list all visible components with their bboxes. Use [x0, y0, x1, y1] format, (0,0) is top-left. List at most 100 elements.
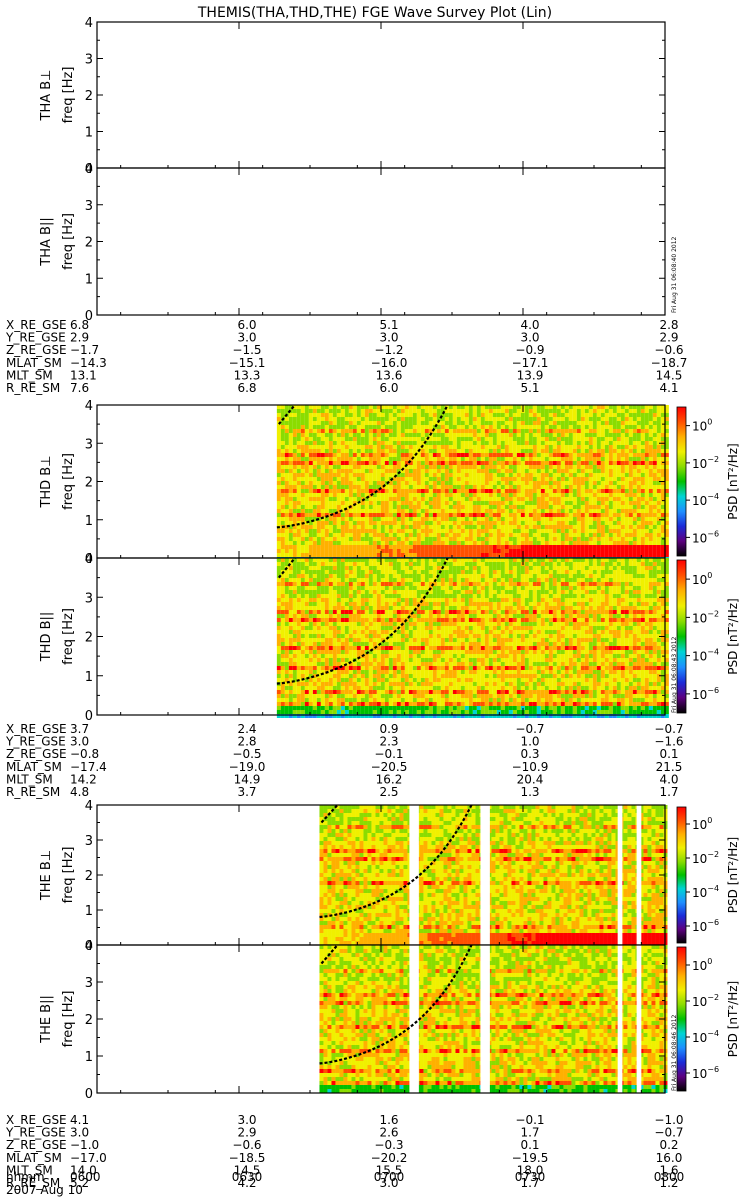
y-tick-label: 0: [85, 162, 93, 177]
ephem-value: 6.0: [237, 318, 256, 332]
y-tick-label: 3: [85, 199, 93, 214]
ephem-value: 2.8: [237, 735, 256, 749]
gyrofrequency-curve: [276, 404, 449, 529]
ephem-value: 4.0: [659, 772, 678, 786]
ephem-value: −19.0: [229, 760, 266, 774]
y-tick-label: 1: [85, 1050, 93, 1065]
colorbar-tick-label: 100: [692, 816, 712, 832]
colorbar-tick-label: 10−6: [692, 686, 719, 702]
y-tick-label: 0: [85, 1087, 93, 1102]
ephem-row-name: MLAT_SM: [6, 1151, 62, 1165]
ephem-value: 4.0: [520, 318, 539, 332]
y-tick-label: 0: [85, 552, 93, 567]
ephem-value: −0.1: [374, 747, 403, 761]
spectrogram-panel-the-5: 100 10−2 10−4 10−6 PSD [nT²/Hz] 0 1 2 3 4 THE B|| f…: [39, 939, 740, 1102]
ephem-value: −1.2: [374, 343, 403, 357]
ephem-value: −1.5: [232, 343, 261, 357]
spectrogram-panel-thd-2: 100 10−2 10−4 10−6 PSD [nT²/Hz] 0 1 2 3 4 THD B⊥ fr…: [39, 399, 740, 567]
ephem-value: −14.3: [70, 356, 107, 370]
time-axis-labels: hhmm 2007 Aug 10 0600 0630 0700 0730 0800: [6, 1170, 684, 1197]
colorbar: 100 10−2 10−4 10−6 PSD [nT²/Hz]: [676, 806, 740, 944]
generation-stamp: Fri Aug 31 06:08:46 2012: [671, 1014, 678, 1091]
freq-axis-label: freq [Hz]: [61, 453, 76, 510]
colorbar-tick-label: 100: [692, 571, 712, 587]
y-tick-label: 4: [85, 399, 93, 414]
gyrofrequency-curve: [276, 557, 449, 685]
ephem-value: 2.5: [379, 785, 398, 799]
colorbar-tick-label: 100: [692, 957, 712, 973]
ephem-value: −18.7: [651, 356, 688, 370]
spectrogram-cells: [319, 805, 668, 945]
hhmm-label: hhmm: [6, 1170, 45, 1184]
freq-axis-label: freq [Hz]: [61, 213, 76, 270]
ephem-value: 3.0: [70, 735, 89, 749]
y-tick-label: 3: [85, 834, 93, 849]
y-tick-label: 3: [85, 591, 93, 606]
freq-axis-label: freq [Hz]: [61, 847, 76, 904]
gyrofrequency-curve: [319, 804, 473, 919]
x-tick-label: 0800: [654, 1170, 685, 1184]
ephem-value: 2.9: [70, 331, 89, 345]
ephem-value: 14.2: [70, 772, 97, 786]
ephem-value: 0.3: [520, 747, 539, 761]
data-gap: [409, 945, 419, 1093]
gyrofrequency-curve: [319, 944, 473, 1065]
ephem-value: 5.1: [520, 381, 539, 395]
y-tick-label: 1: [85, 514, 93, 529]
y-tick-label: 3: [85, 53, 93, 68]
ephem-value: 2.9: [237, 1126, 256, 1140]
ephem-value: 1.6: [379, 1113, 398, 1127]
ephem-value: 4.8: [70, 785, 89, 799]
colorbar-tick-label: 10−6: [692, 1065, 719, 1081]
ephem-value: 1.0: [520, 735, 539, 749]
ephem-value: 6.0: [379, 381, 398, 395]
ephem-value: 5.2: [70, 1176, 89, 1190]
ephem-row-name: MLAT_SM: [6, 356, 62, 370]
y-tick-label: 0: [85, 939, 93, 954]
colorbar-tick-label: 10−4: [692, 648, 719, 664]
panel-label: THD B⊥: [39, 455, 54, 508]
harmonic-curve: [320, 804, 339, 824]
ephem-value: 3.0: [70, 1126, 89, 1140]
spectrogram-panel-thd-3: 100 10−2 10−4 10−6 PSD [nT²/Hz] 0 1 2 3 4 THD B|| f…: [39, 552, 740, 724]
x-tick-label: 0600: [70, 1170, 101, 1184]
ephem-value: 2.3: [379, 735, 398, 749]
y-tick-label: 2: [85, 1013, 93, 1028]
panel-label: THE B||: [39, 995, 54, 1044]
colorbar-tick-label: 10−6: [692, 918, 719, 934]
data-gap: [617, 945, 623, 1093]
panel-label: THD B||: [39, 612, 54, 663]
ephem-row-name: MLT_SM: [6, 368, 53, 382]
ephem-value: 1.7: [659, 785, 678, 799]
harmonic-curve: [320, 944, 339, 965]
colorbar-tick-label: 10−2: [692, 609, 719, 625]
ephem-value: −16.0: [371, 356, 408, 370]
ephem-value: 16.2: [376, 772, 403, 786]
harmonic-curve: [278, 404, 296, 425]
ephem-value: −0.3: [374, 1138, 403, 1152]
date-label: 2007 Aug 10: [6, 1183, 83, 1197]
y-tick-label: 1: [85, 904, 93, 919]
ephem-value: −1.7: [70, 343, 99, 357]
ephem-row-name: Y_RE_GSE: [5, 331, 66, 345]
panel-label: THA B||: [39, 217, 54, 266]
ephem-value: 5.1: [379, 318, 398, 332]
ephem-value: −17.4: [70, 760, 107, 774]
spectrogram-panels: 0 1 2 3 4 THA B⊥ freq [Hz] 0 1 2 3 4 THA B|| freq [Hz…: [39, 16, 740, 1102]
ephem-value: 1.3: [520, 785, 539, 799]
ephem-value: −1.0: [654, 1113, 683, 1127]
ephem-value: 0.1: [659, 747, 678, 761]
ephem-value: 13.9: [517, 368, 544, 382]
ephem-value: −1.6: [654, 735, 683, 749]
ephem-value: −0.6: [654, 343, 683, 357]
ephem-row-name: Y_RE_GSE: [5, 1126, 66, 1140]
colorbar-tick-label: 10−2: [692, 850, 719, 866]
ephem-value: −0.6: [232, 1138, 261, 1152]
colorbar-tick-label: 10−6: [692, 529, 719, 545]
ephem-value: 20.4: [517, 772, 544, 786]
panel-frame: [96, 21, 666, 169]
y-tick-label: 3: [85, 976, 93, 991]
freq-axis-label: freq [Hz]: [61, 67, 76, 124]
ephem-value: −15.1: [229, 356, 266, 370]
